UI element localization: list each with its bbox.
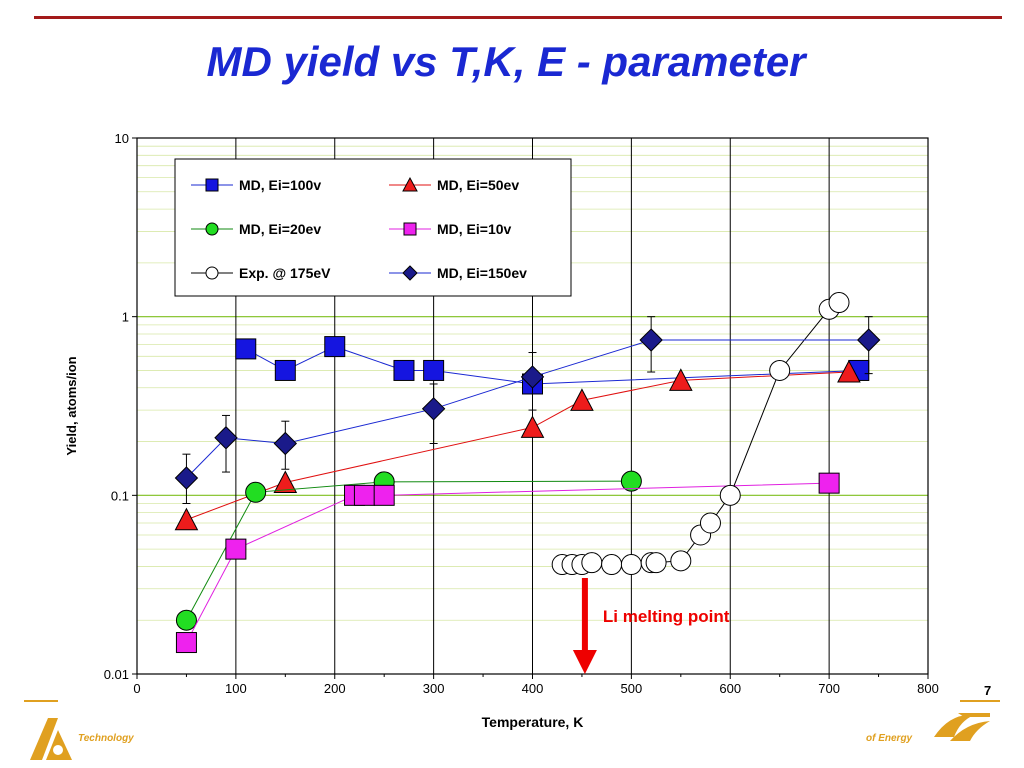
data-point-0 xyxy=(274,359,296,381)
data-point-0 xyxy=(324,336,346,358)
footer-left-text: Technology xyxy=(78,733,134,744)
page-number: 7 xyxy=(984,683,992,698)
data-point-3 xyxy=(818,472,840,494)
data-point-5 xyxy=(174,466,199,490)
data-point-5 xyxy=(856,328,881,352)
top-rule xyxy=(34,16,1002,19)
data-point-5 xyxy=(214,426,238,450)
data-point-5 xyxy=(273,431,298,456)
data-point-1 xyxy=(520,415,545,438)
data-point-4 xyxy=(620,554,642,576)
slide-title: MD yield vs T,K, E - parameter xyxy=(206,38,806,85)
x-tick-label: 200 xyxy=(324,681,346,696)
data-point-5 xyxy=(520,365,545,389)
argonne-logo-icon xyxy=(28,716,74,767)
legend-marker xyxy=(205,178,219,192)
legend-marker xyxy=(205,222,219,236)
melting-point-label: Li melting point xyxy=(603,607,730,626)
x-tick-label: 0 xyxy=(133,681,140,696)
legend-label: Exp. @ 175eV xyxy=(239,265,331,281)
doe-logo-icon xyxy=(930,707,994,750)
data-point-4 xyxy=(581,552,603,574)
data-point-4 xyxy=(828,292,850,314)
data-point-4 xyxy=(670,550,692,572)
data-point-4 xyxy=(699,512,721,534)
data-point-5 xyxy=(639,328,663,352)
legend-marker xyxy=(205,266,219,280)
data-point-4 xyxy=(645,552,667,574)
data-point-0 xyxy=(393,359,415,381)
y-tick-label: 0.1 xyxy=(111,488,129,503)
data-point-3 xyxy=(225,538,247,560)
data-point-1 xyxy=(273,470,298,493)
data-point-2 xyxy=(245,481,267,503)
legend-label: MD, Ei=150ev xyxy=(437,265,527,281)
y-axis-label: Yield, atoms/ion xyxy=(64,356,79,455)
x-tick-label: 400 xyxy=(522,681,544,696)
legend-marker xyxy=(402,176,418,192)
legend-label: MD, Ei=100v xyxy=(239,177,321,193)
series-line-1 xyxy=(186,371,849,521)
data-point-1 xyxy=(570,388,594,411)
legend-box xyxy=(174,158,572,297)
data-point-0 xyxy=(423,359,445,381)
data-point-0 xyxy=(235,338,257,360)
series-line-2 xyxy=(185,480,632,621)
x-axis-label: Temperature, K xyxy=(482,714,584,730)
legend-marker xyxy=(403,222,417,236)
y-tick-label: 1 xyxy=(122,310,129,325)
data-point-1 xyxy=(174,507,199,531)
footer-line-right xyxy=(960,700,1000,702)
data-point-5 xyxy=(421,397,446,421)
data-point-1 xyxy=(837,359,861,383)
data-point-3 xyxy=(353,484,375,506)
melting-arrow-shaft xyxy=(581,578,588,652)
data-point-4 xyxy=(601,554,623,576)
melting-arrow-head xyxy=(572,650,597,674)
footer-line-left xyxy=(24,700,58,702)
y-tick-label: 10 xyxy=(115,131,129,146)
legend-label: MD, Ei=50ev xyxy=(437,177,519,193)
x-tick-label: 300 xyxy=(423,681,445,696)
x-tick-label: 800 xyxy=(917,681,939,696)
legend-label: MD, Ei=20ev xyxy=(239,221,321,237)
x-tick-label: 100 xyxy=(225,681,247,696)
data-point-2 xyxy=(175,609,197,631)
data-point-4 xyxy=(719,484,741,506)
x-tick-label: 700 xyxy=(818,681,840,696)
data-point-3 xyxy=(175,632,197,654)
x-tick-label: 500 xyxy=(621,681,643,696)
data-point-3 xyxy=(373,484,395,506)
x-tick-label: 600 xyxy=(719,681,741,696)
y-tick-label: 0.01 xyxy=(104,667,129,682)
data-point-1 xyxy=(668,368,693,391)
legend-label: MD, Ei=10v xyxy=(437,221,512,237)
data-point-4 xyxy=(769,359,791,381)
legend-marker xyxy=(402,265,418,281)
data-point-2 xyxy=(620,470,642,492)
footer-right-text: of Energy xyxy=(866,733,913,744)
